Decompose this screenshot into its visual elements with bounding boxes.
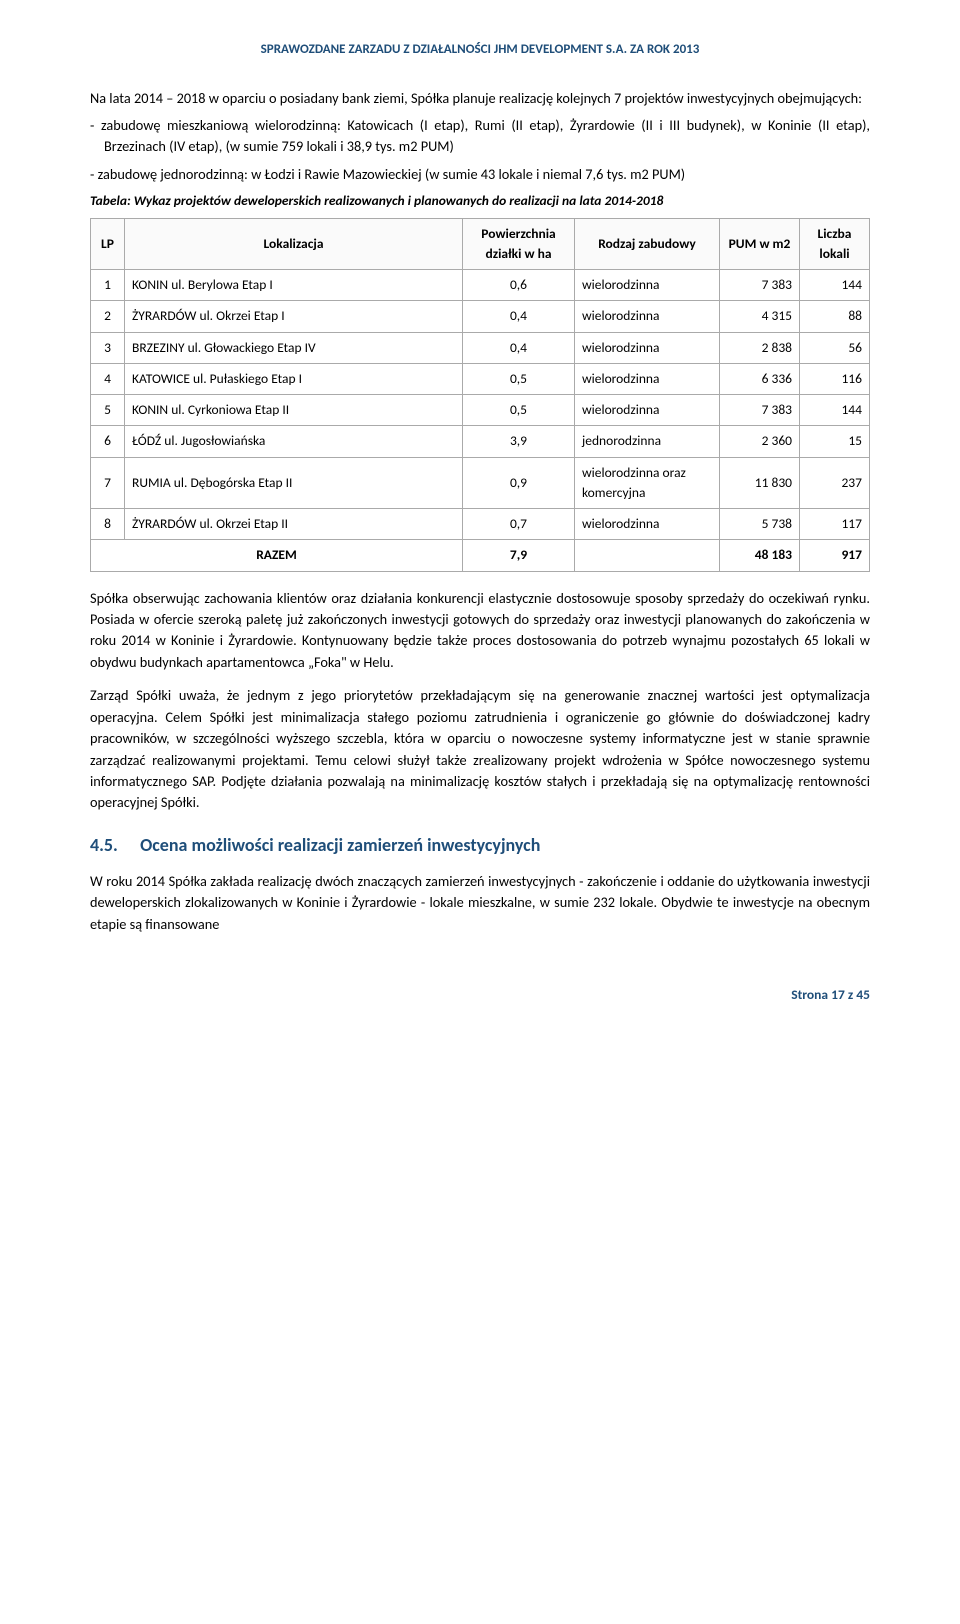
cell-lic: 56 xyxy=(800,332,870,363)
table-row: 8ŻYRARDÓW ul. Okrzei Etap II0,7wielorodz… xyxy=(91,509,870,540)
cell-pum: 2 360 xyxy=(720,426,800,457)
table-row: 5KONIN ul. Cyrkoniowa Etap II0,5wielorod… xyxy=(91,395,870,426)
cell-total-pum: 48 183 xyxy=(720,540,800,571)
cell-total-pow: 7,9 xyxy=(463,540,575,571)
cell-lp: 4 xyxy=(91,363,125,394)
cell-lp: 8 xyxy=(91,509,125,540)
cell-lic: 144 xyxy=(800,270,870,301)
cell-pow: 0,6 xyxy=(463,270,575,301)
table-row: 3BRZEZINY ul. Głowackiego Etap IV0,4wiel… xyxy=(91,332,870,363)
cell-lic: 15 xyxy=(800,426,870,457)
body-paragraph: Zarząd Spółki uważa, że jednym z jego pr… xyxy=(90,685,870,814)
cell-total-label: RAZEM xyxy=(91,540,463,571)
cell-rod: wielorodzinna oraz komercyjna xyxy=(575,457,720,509)
list-item: zabudowę jednorodzinną: w Łodzi i Rawie … xyxy=(90,164,870,185)
cell-total-lic: 917 xyxy=(800,540,870,571)
cell-loc: ŻYRARDÓW ul. Okrzei Etap II xyxy=(125,509,463,540)
cell-lp: 7 xyxy=(91,457,125,509)
table-row: 2ŻYRARDÓW ul. Okrzei Etap I0,4wielorodzi… xyxy=(91,301,870,332)
cell-loc: RUMIA ul. Dębogórska Etap II xyxy=(125,457,463,509)
cell-loc: KONIN ul. Cyrkoniowa Etap II xyxy=(125,395,463,426)
cell-rod: jednorodzinna xyxy=(575,426,720,457)
cell-rod: wielorodzinna xyxy=(575,332,720,363)
page-footer: Strona 17 z 45 xyxy=(90,985,870,1005)
cell-pow: 3,9 xyxy=(463,426,575,457)
cell-lic: 117 xyxy=(800,509,870,540)
page-header: SPRAWOZDANE ZARZADU Z DZIAŁALNOŚCI JHM D… xyxy=(90,40,870,60)
cell-lp: 2 xyxy=(91,301,125,332)
section-title-text: Ocena możliwości realizacji zamierzeń in… xyxy=(140,834,540,856)
col-liczba: Liczba lokali xyxy=(800,218,870,270)
cell-pow: 0,7 xyxy=(463,509,575,540)
cell-lp: 5 xyxy=(91,395,125,426)
cell-lic: 116 xyxy=(800,363,870,394)
table-row: 6ŁÓDŹ ul. Jugosłowiańska3,9jednorodzinna… xyxy=(91,426,870,457)
table-row: 1KONIN ul. Berylowa Etap I0,6wielorodzin… xyxy=(91,270,870,301)
cell-pum: 5 738 xyxy=(720,509,800,540)
cell-rod: wielorodzinna xyxy=(575,395,720,426)
table-total-row: RAZEM7,9 48 183917 xyxy=(91,540,870,571)
last-paragraph: W roku 2014 Spółka zakłada realizację dw… xyxy=(90,871,870,935)
cell-loc: KATOWICE ul. Pułaskiego Etap I xyxy=(125,363,463,394)
cell-loc: ŻYRARDÓW ul. Okrzei Etap I xyxy=(125,301,463,332)
intro-paragraph: Na lata 2014 – 2018 w oparciu o posiadan… xyxy=(90,88,870,109)
cell-loc: KONIN ul. Berylowa Etap I xyxy=(125,270,463,301)
cell-pow: 0,9 xyxy=(463,457,575,509)
cell-total-rod xyxy=(575,540,720,571)
col-powierzchnia: Powierzchnia działki w ha xyxy=(463,218,575,270)
cell-lp: 6 xyxy=(91,426,125,457)
cell-lic: 88 xyxy=(800,301,870,332)
table-header-row: LP Lokalizacja Powierzchnia działki w ha… xyxy=(91,218,870,270)
cell-pum: 4 315 xyxy=(720,301,800,332)
cell-rod: wielorodzinna xyxy=(575,270,720,301)
body-paragraph: Spółka obserwując zachowania klientów or… xyxy=(90,588,870,674)
col-pum: PUM w m2 xyxy=(720,218,800,270)
table-row: 4KATOWICE ul. Pułaskiego Etap I0,5wielor… xyxy=(91,363,870,394)
cell-pum: 11 830 xyxy=(720,457,800,509)
col-lp: LP xyxy=(91,218,125,270)
cell-loc: ŁÓDŹ ul. Jugosłowiańska xyxy=(125,426,463,457)
cell-pum: 7 383 xyxy=(720,395,800,426)
section-number: 4.5. xyxy=(90,832,136,859)
cell-pow: 0,4 xyxy=(463,301,575,332)
cell-rod: wielorodzinna xyxy=(575,509,720,540)
cell-pum: 6 336 xyxy=(720,363,800,394)
list-item: zabudowę mieszkaniową wielorodzinną: Kat… xyxy=(90,115,870,158)
cell-pum: 7 383 xyxy=(720,270,800,301)
cell-lic: 237 xyxy=(800,457,870,509)
cell-pum: 2 838 xyxy=(720,332,800,363)
cell-pow: 0,4 xyxy=(463,332,575,363)
bullet-list: zabudowę mieszkaniową wielorodzinną: Kat… xyxy=(90,115,870,185)
section-heading: 4.5. Ocena możliwości realizacji zamierz… xyxy=(90,832,870,859)
cell-pow: 0,5 xyxy=(463,363,575,394)
cell-lic: 144 xyxy=(800,395,870,426)
projects-table: LP Lokalizacja Powierzchnia działki w ha… xyxy=(90,218,870,572)
cell-pow: 0,5 xyxy=(463,395,575,426)
cell-rod: wielorodzinna xyxy=(575,363,720,394)
cell-lp: 3 xyxy=(91,332,125,363)
col-lokalizacja: Lokalizacja xyxy=(125,218,463,270)
cell-rod: wielorodzinna xyxy=(575,301,720,332)
cell-lp: 1 xyxy=(91,270,125,301)
table-caption: Tabela: Wykaz projektów deweloperskich r… xyxy=(90,191,870,211)
col-rodzaj: Rodzaj zabudowy xyxy=(575,218,720,270)
table-row: 7RUMIA ul. Dębogórska Etap II0,9wielorod… xyxy=(91,457,870,509)
cell-loc: BRZEZINY ul. Głowackiego Etap IV xyxy=(125,332,463,363)
